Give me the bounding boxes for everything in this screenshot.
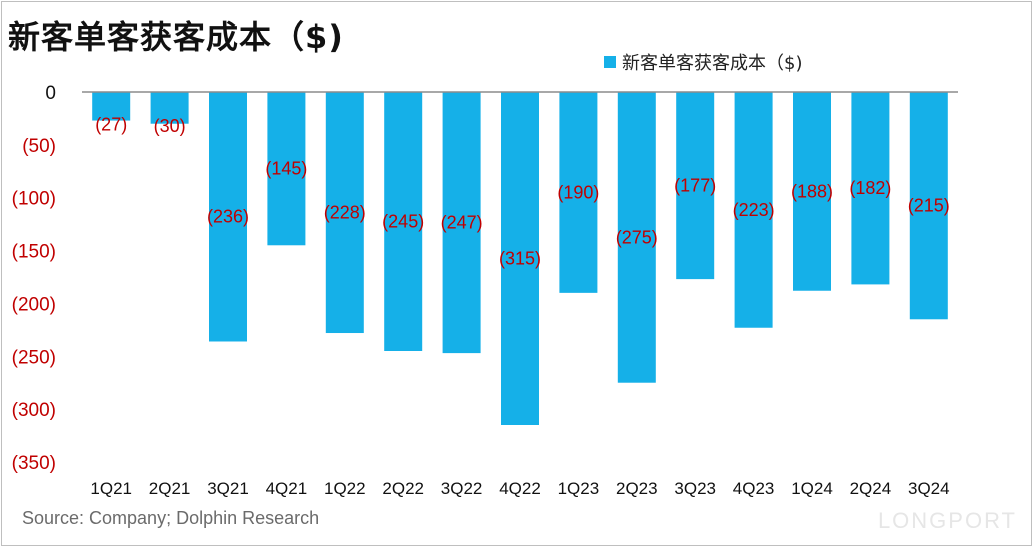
bar [150, 92, 189, 124]
x-tick-label: 2Q21 [149, 479, 191, 498]
source-note: Source: Company; Dolphin Research [22, 508, 320, 528]
data-label: (190) [557, 182, 599, 202]
x-tick-label: 3Q22 [441, 479, 483, 498]
y-tick-label: (350) [12, 453, 56, 474]
x-tick-label: 1Q21 [90, 479, 132, 498]
x-tick-label: 3Q21 [207, 479, 249, 498]
bar [442, 92, 481, 354]
x-tick-label: 4Q21 [266, 479, 308, 498]
bar [209, 92, 247, 342]
data-label: (27) [95, 114, 127, 134]
y-tick-label: (100) [12, 189, 56, 210]
bar [734, 92, 773, 328]
chart-title: 新客单客获客成本（$) [8, 18, 344, 56]
legend-swatch [604, 56, 616, 68]
x-tick-label: 1Q24 [791, 479, 833, 498]
data-label: (188) [791, 181, 833, 201]
data-label: (145) [265, 159, 307, 179]
bar [617, 92, 656, 383]
data-label: (215) [908, 196, 950, 216]
x-tick-label: 3Q23 [674, 479, 716, 498]
x-tick-label: 4Q22 [499, 479, 541, 498]
bar [267, 92, 306, 246]
bar [559, 92, 598, 293]
data-label: (228) [324, 203, 366, 223]
y-tick-label: (150) [12, 242, 56, 263]
data-label: (182) [849, 178, 891, 198]
x-tick-label: 1Q23 [558, 479, 600, 498]
y-tick-label: (250) [12, 347, 56, 368]
bar [909, 92, 948, 320]
y-tick-label: 0 [45, 83, 56, 104]
x-tick-label: 4Q23 [733, 479, 775, 498]
data-label: (245) [382, 212, 424, 232]
bar [793, 92, 831, 291]
bar [851, 92, 890, 285]
y-tick-label: (200) [12, 294, 56, 315]
bar [325, 92, 364, 334]
bar [92, 92, 131, 121]
y-tick-label: (300) [12, 400, 56, 421]
x-tick-label: 3Q24 [908, 479, 950, 498]
bar [501, 92, 539, 425]
data-label: (247) [441, 213, 483, 233]
data-label: (236) [207, 207, 249, 227]
bar [676, 92, 715, 280]
x-tick-label: 2Q23 [616, 479, 658, 498]
bar [384, 92, 423, 351]
data-label: (223) [733, 200, 775, 220]
data-label: (177) [674, 176, 716, 196]
x-tick-label: 2Q24 [850, 479, 892, 498]
y-tick-label: (50) [22, 136, 56, 157]
data-label: (30) [154, 116, 186, 136]
x-tick-label: 2Q22 [382, 479, 424, 498]
legend: 新客单客获客成本（$) [604, 49, 802, 75]
data-label: (275) [616, 227, 658, 247]
watermark-logo: LONGPORT [877, 508, 1017, 533]
data-label: (315) [499, 249, 541, 269]
x-tick-label: 1Q22 [324, 479, 366, 498]
legend-label: 新客单客获客成本（$) [622, 53, 803, 74]
